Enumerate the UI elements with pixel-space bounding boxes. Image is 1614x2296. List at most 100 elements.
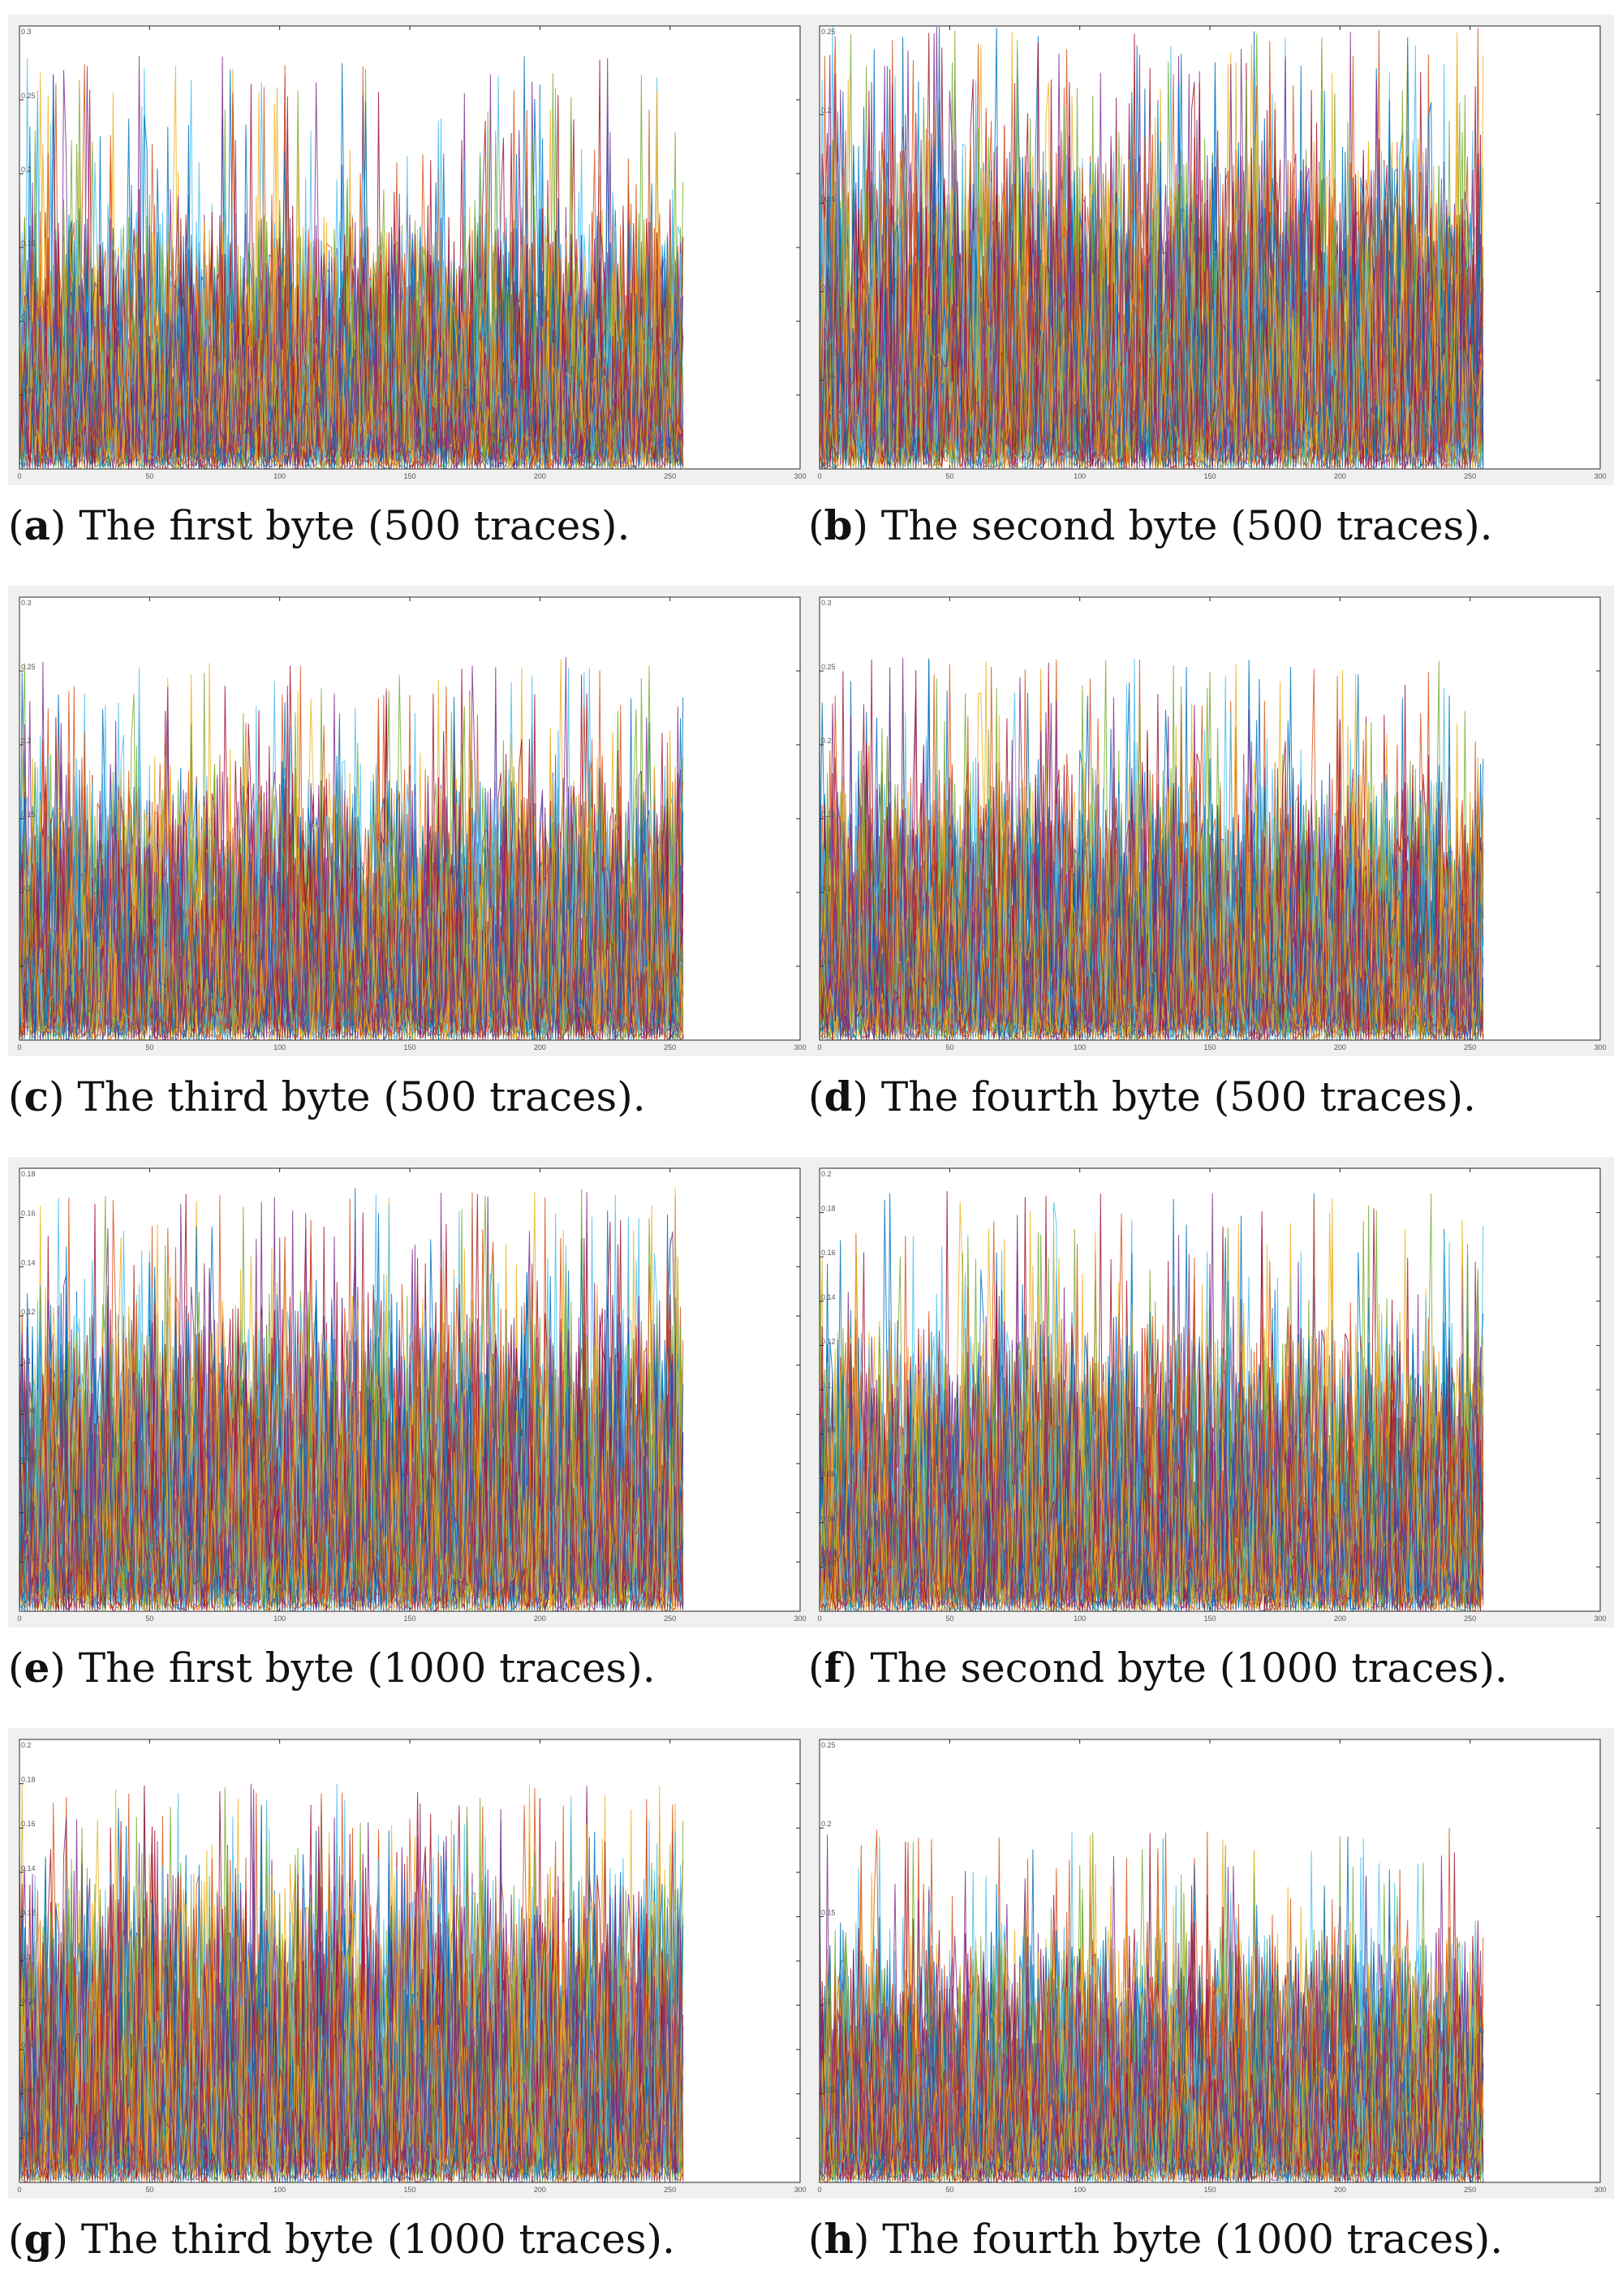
x-tick-label: 150 [1203, 472, 1216, 480]
y-tick-label: 0.06 [21, 2041, 36, 2049]
x-tick-label: 50 [145, 1615, 153, 1623]
y-tick-label: 0.1 [821, 1382, 832, 1390]
x-tick-label: 100 [273, 472, 286, 480]
y-tick-label: 0.1 [821, 1997, 832, 2006]
trace-lines [819, 657, 1484, 1041]
y-tick-label: 0.15 [821, 810, 836, 819]
trace-line [819, 674, 1484, 1041]
chart-a: 0 50 100 150 200 250 300 0 0.05 0.1 0.15 0.2 0.25 0.3 [8, 15, 820, 485]
caption-letter: a [24, 501, 50, 549]
trace-lines [19, 656, 684, 1041]
y-tick-label: 0.3 [21, 599, 32, 607]
y-tick-label: 0 [821, 2174, 825, 2182]
x-tick-label: 300 [1594, 472, 1606, 480]
panel-a: 0 50 100 150 200 250 300 0 0.05 0.1 0.15 0.2 0.25 0.3… [8, 15, 820, 583]
caption-text: The second byte (1000 traces). [870, 1645, 1508, 1692]
y-tick-label: 0.05 [821, 2086, 836, 2094]
x-tick-label: 200 [534, 1043, 546, 1051]
y-tick-label: 0.16 [21, 1210, 36, 1218]
y-tick-label: 0.25 [821, 28, 836, 36]
x-tick-label: 0 [17, 2186, 21, 2194]
trace-line [19, 1187, 684, 1612]
caption-letter: c [24, 1073, 49, 1120]
trace-line [819, 1882, 1484, 2183]
y-tick-label: 0.2 [821, 1820, 832, 1828]
y-tick-label: 0.15 [821, 195, 836, 203]
trace-line [19, 718, 684, 1041]
y-tick-label: 0.1 [21, 1357, 32, 1365]
y-tick-label: 0.02 [21, 2130, 36, 2138]
y-tick-label: 0.06 [821, 1470, 836, 1478]
x-tick-label: 0 [17, 1615, 21, 1623]
x-tick-label: 100 [1074, 2186, 1086, 2194]
x-tick-label: 0 [817, 2186, 821, 2194]
y-tick-label: 0.15 [821, 1908, 836, 1916]
y-tick-label: 0.2 [21, 737, 32, 745]
y-tick-label: 0.05 [821, 372, 836, 381]
x-tick-label: 150 [1203, 2186, 1216, 2194]
y-tick-label: 0.14 [21, 1258, 36, 1266]
x-tick-label: 200 [534, 472, 546, 480]
x-tick-label: 100 [273, 1615, 286, 1623]
trace-line [19, 1236, 684, 1612]
x-tick-label: 300 [794, 472, 806, 480]
y-tick-label: 0.04 [821, 1515, 836, 1523]
trace-line [819, 688, 1484, 1041]
x-tick-label: 150 [403, 1615, 415, 1623]
y-tick-label: 0.15 [21, 239, 36, 247]
x-tick-label: 50 [145, 472, 153, 480]
trace-line [19, 98, 684, 469]
y-tick-label: 0.3 [21, 28, 32, 36]
trace-lines [819, 1828, 1484, 2183]
y-tick-label: 0.12 [21, 1908, 36, 1916]
x-tick-label: 200 [1334, 2186, 1346, 2194]
x-tick-label: 200 [534, 2186, 546, 2194]
panel-g: 0 50 100 150 200 250 300 0 0.02 0.04 0.06 0.08 0.1 0.… [8, 1728, 820, 2296]
x-tick-label: 50 [945, 1615, 953, 1623]
caption-letter: f [824, 1644, 842, 1692]
caption-letter: h [824, 2215, 854, 2263]
x-tick-label: 150 [403, 2186, 415, 2194]
x-tick-label: 100 [273, 2186, 286, 2194]
trace-line [819, 54, 1484, 470]
y-tick-label: 0.08 [821, 1426, 836, 1434]
x-tick-label: 250 [1464, 472, 1476, 480]
caption-c: (c) The third byte (500 traces). [8, 1073, 646, 1120]
y-tick-label: 0.16 [821, 1249, 836, 1257]
x-tick-label: 300 [1594, 1615, 1606, 1623]
y-tick-label: 0.12 [821, 1337, 836, 1345]
y-tick-label: 0.06 [21, 1455, 36, 1464]
x-tick-label: 200 [534, 1615, 546, 1623]
y-tick-label: 0.1 [821, 884, 832, 892]
y-tick-label: 0.04 [21, 2086, 36, 2094]
y-tick-label: 0.02 [21, 1554, 36, 1562]
y-tick-label: 0.2 [821, 106, 832, 114]
y-tick-label: 0.1 [821, 284, 832, 292]
x-tick-label: 0 [17, 472, 21, 480]
caption-letter: e [24, 1644, 50, 1692]
x-tick-label: 300 [1594, 2186, 1606, 2194]
x-tick-label: 250 [664, 1615, 676, 1623]
x-tick-label: 300 [1594, 1043, 1606, 1051]
x-tick-label: 50 [945, 2186, 953, 2194]
x-tick-label: 150 [1203, 1043, 1216, 1051]
y-tick-label: 0 [21, 461, 25, 469]
panel-e: 0 50 100 150 200 250 300 0 0.02 0.04 0.06 0.08 0.1 0.… [8, 1157, 820, 1725]
x-tick-label: 0 [817, 1043, 821, 1051]
x-tick-label: 150 [1203, 1615, 1216, 1623]
y-tick-label: 0.1 [21, 1953, 32, 1961]
y-tick-label: 0.1 [21, 313, 32, 321]
trace-line [19, 1796, 684, 2183]
panel-h: 0 50 100 150 200 250 300 0 0.05 0.1 0.15 0.2 0.25 (h… [808, 1728, 1614, 2296]
x-tick-label: 300 [794, 1615, 806, 1623]
trace-line [19, 1219, 684, 1612]
x-tick-label: 250 [664, 1043, 676, 1051]
x-tick-label: 200 [1334, 472, 1346, 480]
trace-line [819, 1855, 1484, 2183]
y-tick-label: 0.05 [21, 387, 36, 395]
y-tick-label: 0.25 [21, 663, 36, 671]
trace-line [19, 706, 684, 1041]
y-tick-label: 0.2 [821, 737, 832, 745]
chart-h: 0 50 100 150 200 250 300 0 0.05 0.1 0.15 0.2 0.25 [808, 1728, 1614, 2199]
trace-line [819, 1842, 1484, 2182]
